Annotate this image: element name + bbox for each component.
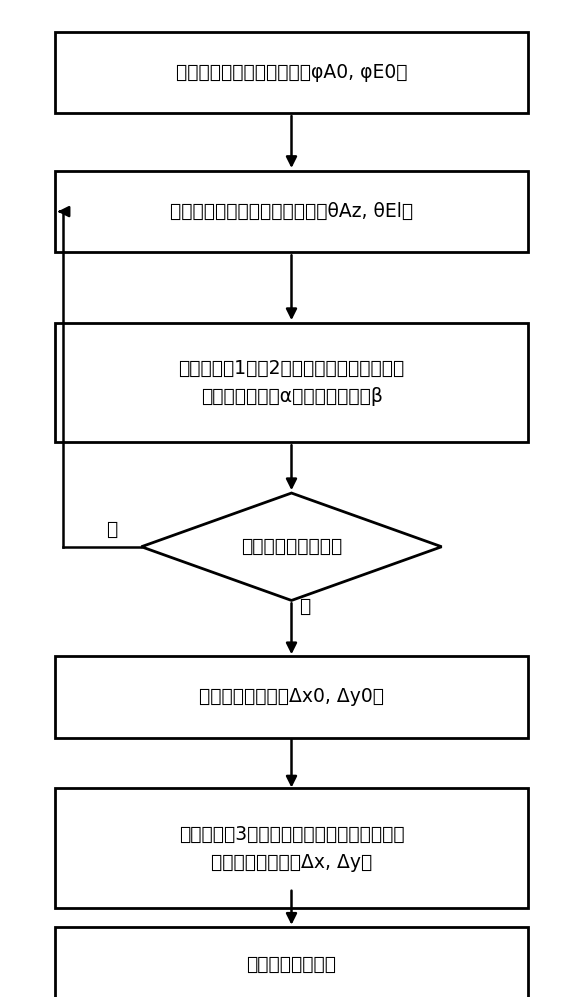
Text: 开启目标光束跟踪: 开启目标光束跟踪 (247, 955, 336, 974)
FancyBboxPatch shape (55, 656, 528, 738)
FancyBboxPatch shape (55, 323, 528, 442)
FancyBboxPatch shape (55, 927, 528, 1000)
Text: 初始标校耦合坐标系零点（φA0, φE0）: 初始标校耦合坐标系零点（φA0, φE0） (175, 63, 408, 82)
FancyBboxPatch shape (55, 788, 528, 908)
Text: 利用公式（1）（2）生成坐标耦合下的激光
束水平偏移角度α与纵向偏移角度β: 利用公式（1）（2）生成坐标耦合下的激光 束水平偏移角度α与纵向偏移角度β (178, 359, 405, 406)
Text: 否: 否 (106, 520, 117, 539)
Polygon shape (141, 493, 442, 600)
Text: 利用公式（3）实现跟踪解耦，生成坐标解耦
后的光斌脱靶量（Δx, Δy）: 利用公式（3）实现跟踪解耦，生成坐标解耦 后的光斌脱靶量（Δx, Δy） (178, 825, 405, 872)
Text: 读取终端实时反馈的位置数据（θAz, θEl）: 读取终端实时反馈的位置数据（θAz, θEl） (170, 202, 413, 221)
Text: 是: 是 (299, 597, 310, 616)
FancyBboxPatch shape (55, 32, 528, 113)
Text: 探测光斌脱靶量（Δx0, Δy0）: 探测光斌脱靶量（Δx0, Δy0） (199, 687, 384, 706)
Text: 是否探测到入射光束: 是否探测到入射光束 (241, 537, 342, 556)
FancyBboxPatch shape (55, 171, 528, 252)
